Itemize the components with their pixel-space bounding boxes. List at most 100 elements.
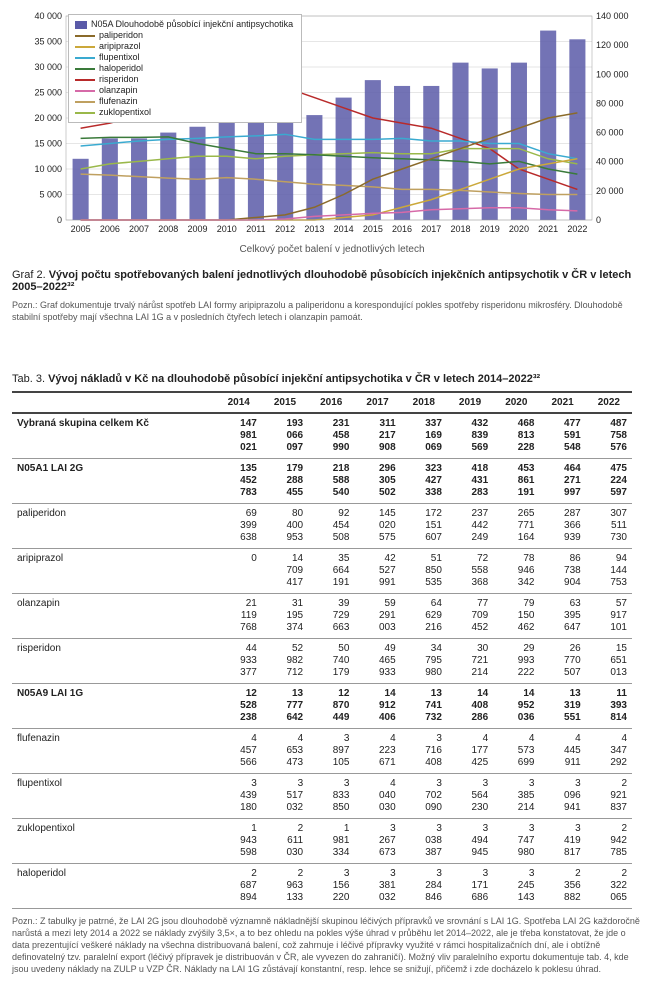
svg-text:2014: 2014 xyxy=(334,224,354,234)
svg-text:2010: 2010 xyxy=(217,224,237,234)
legend-swatch xyxy=(75,35,95,37)
cell: 94144753 xyxy=(586,549,632,594)
legend-swatch xyxy=(75,112,95,114)
row-label: N05A1 LAI 2G xyxy=(12,459,216,504)
data-table: 201420152016201720182019202020212022Vybr… xyxy=(12,391,632,909)
cell: 14912406 xyxy=(354,684,400,729)
cell: 80400953 xyxy=(262,504,308,549)
legend-swatch xyxy=(75,101,95,103)
cell: 475224597 xyxy=(586,459,632,504)
svg-text:2009: 2009 xyxy=(187,224,207,234)
legend-label: flufenazin xyxy=(99,96,138,107)
row-label: haloperidol xyxy=(12,864,216,909)
cell: 4653473 xyxy=(262,729,308,774)
cell: 3245143 xyxy=(493,864,539,909)
cell: 39729663 xyxy=(308,594,354,639)
legend-swatch xyxy=(75,46,95,48)
cell: 464271997 xyxy=(539,459,585,504)
cell: 2356882 xyxy=(539,864,585,909)
cell: 63395647 xyxy=(539,594,585,639)
table-row: flupentixol34391803517032383385040400303… xyxy=(12,774,632,819)
cell: 3156220 xyxy=(308,864,354,909)
table-row: paliperidon69399638804009539245450814502… xyxy=(12,504,632,549)
cell: 193066097 xyxy=(262,413,308,459)
table-title: Tab. 3. Vývoj nákladů v Kč na dlouhodobě… xyxy=(12,373,640,385)
cell: 3716408 xyxy=(401,729,447,774)
legend-item: zuklopentixol xyxy=(75,107,293,118)
legend: N05A Dlouhodobě působící injekční antips… xyxy=(68,14,302,123)
cell: 287366939 xyxy=(539,504,585,549)
cell: 4223671 xyxy=(354,729,400,774)
legend-swatch xyxy=(75,79,95,81)
legend-label: N05A Dlouhodobě působící injekční antips… xyxy=(91,19,293,30)
table-row: N05A1 LAI 2G1354527831792884552185885402… xyxy=(12,459,632,504)
cell: 21119768 xyxy=(216,594,262,639)
legend-item: risperidon xyxy=(75,74,293,85)
cell: 52982712 xyxy=(262,639,308,684)
col-header: 2017 xyxy=(354,392,400,413)
cell: 147981021 xyxy=(216,413,262,459)
svg-text:2008: 2008 xyxy=(158,224,178,234)
cell: 418431283 xyxy=(447,459,493,504)
svg-text:25 000: 25 000 xyxy=(34,88,62,98)
cell: 145020575 xyxy=(354,504,400,549)
legend-label: aripiprazol xyxy=(99,41,141,52)
row-label: flufenazin xyxy=(12,729,216,774)
svg-text:2019: 2019 xyxy=(480,224,500,234)
legend-label: olanzapin xyxy=(99,85,138,96)
cell: 3385214 xyxy=(493,774,539,819)
cell: 3439180 xyxy=(216,774,262,819)
cell: 135452783 xyxy=(216,459,262,504)
cell: 3747980 xyxy=(493,819,539,864)
svg-text:2012: 2012 xyxy=(275,224,295,234)
svg-text:120 000: 120 000 xyxy=(596,40,629,50)
row-label: Vybraná skupina celkem Kč xyxy=(12,413,216,459)
cell: 11393814 xyxy=(586,684,632,729)
cell: 50740179 xyxy=(308,639,354,684)
figure-title-text: Vývoj počtu spotřebovaných balení jednot… xyxy=(12,269,631,293)
figure-prefix: Graf 2. xyxy=(12,269,46,281)
cell: 35664191 xyxy=(308,549,354,594)
cell: 3171686 xyxy=(447,864,493,909)
table-row: haloperidol26878942963133315622033810323… xyxy=(12,864,632,909)
cell: 307511730 xyxy=(586,504,632,549)
svg-text:2022: 2022 xyxy=(567,224,587,234)
svg-text:30 000: 30 000 xyxy=(34,62,62,72)
cell: 231458990 xyxy=(308,413,354,459)
x-axis-caption: Celkový počet balení v jednotlivých lete… xyxy=(32,244,632,255)
legend-item: aripiprazol xyxy=(75,41,293,52)
table-prefix: Tab. 3. xyxy=(12,373,45,385)
cell: 265771164 xyxy=(493,504,539,549)
legend-item: paliperidon xyxy=(75,30,293,41)
table-row: flufenazin445756646534733897105422367137… xyxy=(12,729,632,774)
cell: 69399638 xyxy=(216,504,262,549)
cell: 4573699 xyxy=(493,729,539,774)
figure-title: Graf 2. Vývoj počtu spotřebovaných balen… xyxy=(12,269,640,293)
cell: 26770507 xyxy=(539,639,585,684)
cell: 92454508 xyxy=(308,504,354,549)
table-row: risperidon449333775298271250740179494659… xyxy=(12,639,632,684)
cell: 64629216 xyxy=(401,594,447,639)
col-header: 2020 xyxy=(493,392,539,413)
cell: 296305502 xyxy=(354,459,400,504)
cell: 2921837 xyxy=(586,774,632,819)
svg-text:0: 0 xyxy=(57,215,62,225)
cell: 3564230 xyxy=(447,774,493,819)
legend-item: olanzapin xyxy=(75,85,293,96)
table-row: olanzapin2111976831195374397296635929100… xyxy=(12,594,632,639)
cell: 3702090 xyxy=(401,774,447,819)
legend-label: zuklopentixol xyxy=(99,107,151,118)
svg-text:2006: 2006 xyxy=(100,224,120,234)
row-label: N05A9 LAI 1G xyxy=(12,684,216,729)
cell: 2942785 xyxy=(586,819,632,864)
cell: 30721214 xyxy=(447,639,493,684)
cell: 14952036 xyxy=(493,684,539,729)
legend-swatch xyxy=(75,68,95,70)
cell: 1943598 xyxy=(216,819,262,864)
cell: 13741732 xyxy=(401,684,447,729)
cell: 1981334 xyxy=(308,819,354,864)
svg-text:2007: 2007 xyxy=(129,224,149,234)
table-row: zuklopentixol194359826110301981334326767… xyxy=(12,819,632,864)
cell: 59291003 xyxy=(354,594,400,639)
cell: 49465933 xyxy=(354,639,400,684)
